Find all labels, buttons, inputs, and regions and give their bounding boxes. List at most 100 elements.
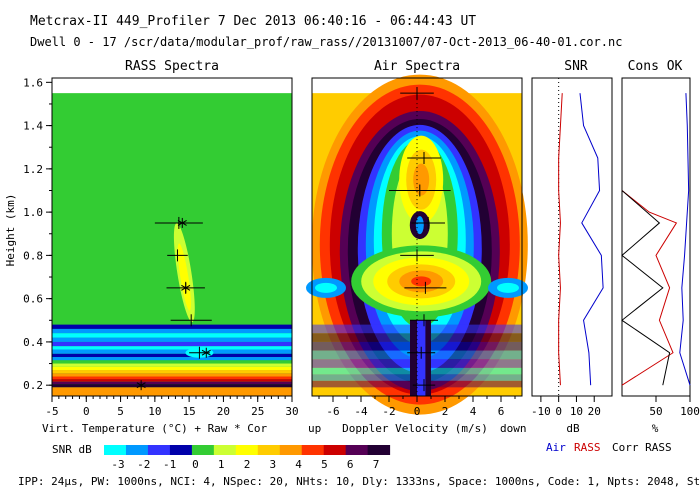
cons-x-tick-label: 50 <box>649 405 662 418</box>
cons-air-line <box>679 93 691 386</box>
y-tick-label: 0.8 <box>23 249 43 262</box>
colorbar-tick-label: 0 <box>192 458 199 471</box>
legend-corr-rass: Corr RASS <box>612 441 672 454</box>
header-line-2: Dwell 0 - 17 /scr/data/modular_prof/raw_… <box>30 35 622 49</box>
rass-cor-point <box>177 217 187 228</box>
snr-x-tick-label: 20 <box>588 405 601 418</box>
rass-x-tick-label: 25 <box>251 405 264 418</box>
rass-x-tick-label: 10 <box>148 405 161 418</box>
snr-frame <box>531 77 613 397</box>
colorbar-swatch <box>257 445 281 455</box>
air-contour <box>411 276 432 287</box>
air-contour <box>415 216 424 235</box>
rass-band <box>52 379 292 382</box>
colorbar-swatch <box>235 445 259 455</box>
header-line-1: Metcrax-II 449_Profiler 7 Dec 2013 06:40… <box>30 14 476 29</box>
colorbar-tick-label: 3 <box>269 458 276 471</box>
colorbar-tick-label: 6 <box>347 458 354 471</box>
cons-corr-rass-line <box>621 190 671 386</box>
rass-band <box>52 360 292 364</box>
air-x-axis-label: Doppler Velocity (m/s) <box>342 422 488 435</box>
cons-x-tick-label: 100 <box>680 405 700 418</box>
colorbar-swatch <box>279 445 303 455</box>
rass-x-tick-label: 15 <box>183 405 196 418</box>
colorbar-swatch <box>213 445 237 455</box>
air-x-tick-label: -6 <box>326 405 339 418</box>
air-spectra-panel: -6 -4 -2 0 2 4 6 <box>306 74 528 418</box>
snr-colorbar: -3 -2 -1 0 1 2 3 4 5 6 7 <box>104 445 391 471</box>
rass-x-tick-label: -5 <box>45 405 58 418</box>
rass-band <box>52 341 292 347</box>
colorbar-tick-label: -3 <box>111 458 124 471</box>
rass-x-tick-label: 0 <box>83 405 90 418</box>
air-x-tick-label: -4 <box>354 405 368 418</box>
snr-x-axis-label: dB <box>566 422 580 435</box>
legend-air: Air <box>546 441 566 454</box>
colorbar-swatch <box>345 445 369 455</box>
colorbar-tick-label: -1 <box>163 458 176 471</box>
rass-band <box>52 324 292 329</box>
air-x-tick-label: 6 <box>498 405 505 418</box>
rass-band <box>52 346 292 350</box>
rass-band <box>52 363 292 367</box>
air-x-tick-label: 2 <box>442 405 449 418</box>
colorbar-tick-label: 5 <box>321 458 328 471</box>
y-tick-label: 1.4 <box>23 120 43 133</box>
rass-cor-point <box>181 282 191 293</box>
snr-x-tick-label: -10 <box>531 405 551 418</box>
rass-band <box>52 349 292 354</box>
legend-rass: RASS <box>574 441 601 454</box>
colorbar-swatch <box>104 445 127 455</box>
air-x-note-up: up <box>308 422 321 435</box>
snr-panel: -10 0 10 20 <box>531 77 613 418</box>
rass-band <box>52 387 292 396</box>
rass-band <box>52 333 292 338</box>
snr-x-tick-label: 10 <box>570 405 583 418</box>
rass-spectra-title: RASS Spectra <box>125 59 219 74</box>
cons-rass-line <box>621 190 678 386</box>
rass-band <box>52 373 292 377</box>
cons-x-axis-label: % <box>652 422 659 435</box>
air-x-tick-label: 4 <box>470 405 477 418</box>
rass-band <box>52 370 292 374</box>
colorbar-tick-label: -2 <box>137 458 150 471</box>
colorbar-label: SNR dB <box>52 443 92 456</box>
rass-spectra-panel: 0.2 0.4 0.6 0.8 1.0 1.2 1.4 1.6 -5 0 5 10 15 20 25 30 <box>23 76 299 418</box>
footer-params: IPP: 24µs, PW: 1000ns, NCI: 4, NSpec: 20… <box>18 475 700 488</box>
y-tick-label: 1.2 <box>23 163 43 176</box>
air-spectra-title: Air Spectra <box>374 59 460 74</box>
air-x-tick-label: -2 <box>382 405 395 418</box>
colorbar-swatch <box>147 445 171 455</box>
rass-band <box>52 366 292 371</box>
rass-x-tick-label: 5 <box>117 405 124 418</box>
air-contour <box>497 282 519 293</box>
colorbar-swatch <box>125 445 149 455</box>
y-tick-label: 0.2 <box>23 379 43 392</box>
colorbar-tick-label: 4 <box>295 458 302 471</box>
rass-cor-point <box>201 347 211 358</box>
snr-air-line <box>579 93 604 386</box>
y-tick-label: 1.0 <box>23 206 43 219</box>
rass-cor-point <box>136 380 146 391</box>
cons-ok-title: Cons OK <box>628 59 683 74</box>
colorbar-swatch <box>191 445 215 455</box>
rass-band <box>52 376 292 380</box>
colorbar-tick-label: 2 <box>244 458 251 471</box>
colorbar-swatch <box>169 445 193 455</box>
colorbar-swatch <box>367 445 391 455</box>
rass-frame <box>51 77 293 397</box>
air-contour <box>315 282 337 293</box>
rass-band <box>52 384 292 388</box>
rass-band <box>52 328 292 334</box>
rass-band <box>52 353 292 358</box>
colorbar-swatch <box>323 445 347 455</box>
snr-title: SNR <box>564 59 588 74</box>
y-tick-label: 0.6 <box>23 293 43 306</box>
y-tick-label: 0.4 <box>23 336 43 349</box>
snr-rass-line <box>558 93 563 386</box>
rass-x-tick-label: 30 <box>285 405 298 418</box>
colorbar-tick-label: 7 <box>373 458 380 471</box>
cons-ok-panel: 50 100 <box>621 77 700 418</box>
air-x-note-down: down <box>500 422 527 435</box>
